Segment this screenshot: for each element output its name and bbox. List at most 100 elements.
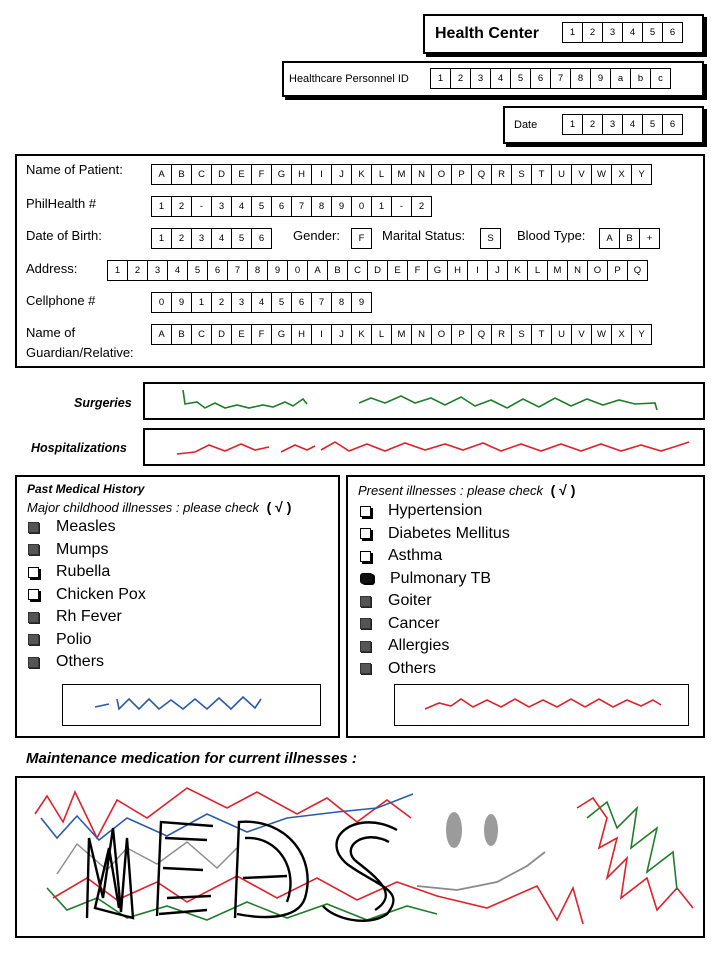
entry-cell[interactable]: 6 — [251, 228, 272, 249]
gender-cells[interactable]: F — [351, 228, 372, 249]
entry-cell[interactable]: 6 — [662, 114, 683, 135]
entry-cell[interactable]: K — [351, 164, 372, 185]
entry-cell[interactable]: O — [431, 164, 452, 185]
entry-cell[interactable]: U — [551, 324, 572, 345]
entry-cell[interactable]: D — [367, 260, 388, 281]
checklist-item[interactable]: Rh Fever — [28, 606, 146, 629]
entry-cell[interactable]: K — [507, 260, 528, 281]
entry-cell[interactable]: 5 — [271, 292, 292, 313]
entry-cell[interactable]: 3 — [231, 292, 252, 313]
checkbox[interactable] — [360, 505, 371, 517]
entry-cell[interactable]: 4 — [251, 292, 272, 313]
entry-cell[interactable]: 2 — [450, 68, 471, 89]
entry-cell[interactable]: B — [171, 164, 192, 185]
checklist-item[interactable]: Others — [28, 651, 146, 674]
entry-cell[interactable]: R — [491, 324, 512, 345]
entry-cell[interactable]: 5 — [231, 228, 252, 249]
entry-cell[interactable]: J — [331, 324, 352, 345]
entry-cell[interactable]: P — [607, 260, 628, 281]
entry-cell[interactable]: + — [639, 228, 660, 249]
entry-cell[interactable]: F — [407, 260, 428, 281]
entry-cell[interactable]: I — [311, 164, 332, 185]
checklist-item[interactable]: Polio — [28, 629, 146, 652]
entry-cell[interactable]: W — [591, 164, 612, 185]
checklist-item[interactable]: Pulmonary TB — [360, 568, 510, 591]
entry-cell[interactable]: 6 — [207, 260, 228, 281]
blood-type-cells[interactable]: A B + — [599, 228, 660, 249]
present-illnesses-others-field[interactable] — [394, 684, 689, 726]
entry-cell[interactable]: P — [451, 164, 472, 185]
entry-cell[interactable]: 1 — [191, 292, 212, 313]
entry-cell[interactable]: G — [271, 324, 292, 345]
entry-cell[interactable]: 6 — [530, 68, 551, 89]
entry-cell[interactable]: 7 — [550, 68, 571, 89]
entry-cell[interactable]: 6 — [662, 22, 683, 43]
entry-cell[interactable]: T — [531, 324, 552, 345]
entry-cell[interactable]: J — [487, 260, 508, 281]
entry-cell[interactable]: U — [551, 164, 572, 185]
entry-cell[interactable]: O — [587, 260, 608, 281]
entry-cell[interactable]: 1 — [430, 68, 451, 89]
entry-cell[interactable]: N — [411, 324, 432, 345]
entry-cell[interactable]: B — [619, 228, 640, 249]
entry-cell[interactable]: E — [387, 260, 408, 281]
checkbox[interactable] — [360, 663, 371, 675]
entry-cell[interactable]: Q — [471, 164, 492, 185]
entry-cell[interactable]: 8 — [570, 68, 591, 89]
entry-cell[interactable]: 7 — [227, 260, 248, 281]
entry-cell[interactable]: I — [467, 260, 488, 281]
checklist-item[interactable]: Asthma — [360, 545, 510, 568]
entry-cell[interactable]: 3 — [470, 68, 491, 89]
entry-cell[interactable]: 8 — [311, 196, 332, 217]
entry-cell[interactable]: C — [191, 324, 212, 345]
entry-cell[interactable]: 2 — [171, 228, 192, 249]
checklist-item[interactable]: Cancer — [360, 613, 510, 636]
entry-cell[interactable]: 4 — [622, 114, 643, 135]
entry-cell[interactable]: A — [307, 260, 328, 281]
entry-cell[interactable]: 9 — [590, 68, 611, 89]
entry-cell[interactable]: M — [391, 324, 412, 345]
entry-cell[interactable]: L — [371, 324, 392, 345]
entry-cell[interactable]: 5 — [510, 68, 531, 89]
entry-cell[interactable]: 3 — [602, 114, 623, 135]
entry-cell[interactable]: 7 — [311, 292, 332, 313]
checkbox[interactable] — [28, 611, 39, 623]
checklist-item[interactable]: Allergies — [360, 635, 510, 658]
entry-cell[interactable]: 2 — [171, 196, 192, 217]
entry-cell[interactable]: b — [630, 68, 651, 89]
entry-cell[interactable]: 0 — [287, 260, 308, 281]
entry-cell[interactable]: Q — [471, 324, 492, 345]
entry-cell[interactable]: 3 — [191, 228, 212, 249]
entry-cell[interactable]: 5 — [187, 260, 208, 281]
entry-cell[interactable]: 4 — [622, 22, 643, 43]
entry-cell[interactable]: H — [291, 324, 312, 345]
entry-cell[interactable]: 1 — [371, 196, 392, 217]
checklist-item[interactable]: Goiter — [360, 590, 510, 613]
checkbox[interactable] — [28, 634, 39, 646]
entry-cell[interactable]: A — [151, 164, 172, 185]
entry-cell[interactable]: c — [650, 68, 671, 89]
entry-cell[interactable]: K — [351, 324, 372, 345]
entry-cell[interactable]: G — [271, 164, 292, 185]
entry-cell[interactable]: N — [411, 164, 432, 185]
checkbox[interactable] — [28, 589, 39, 601]
checklist-item[interactable]: Mumps — [28, 539, 146, 562]
entry-cell[interactable]: H — [291, 164, 312, 185]
entry-cell[interactable]: A — [599, 228, 620, 249]
entry-cell[interactable]: 3 — [147, 260, 168, 281]
entry-cell[interactable]: G — [427, 260, 448, 281]
entry-cell[interactable]: - — [191, 196, 212, 217]
entry-cell[interactable]: 0 — [351, 196, 372, 217]
entry-cell[interactable]: - — [391, 196, 412, 217]
entry-cell[interactable]: B — [171, 324, 192, 345]
entry-cell[interactable]: B — [327, 260, 348, 281]
entry-cell[interactable]: E — [231, 164, 252, 185]
entry-cell[interactable]: 2 — [127, 260, 148, 281]
